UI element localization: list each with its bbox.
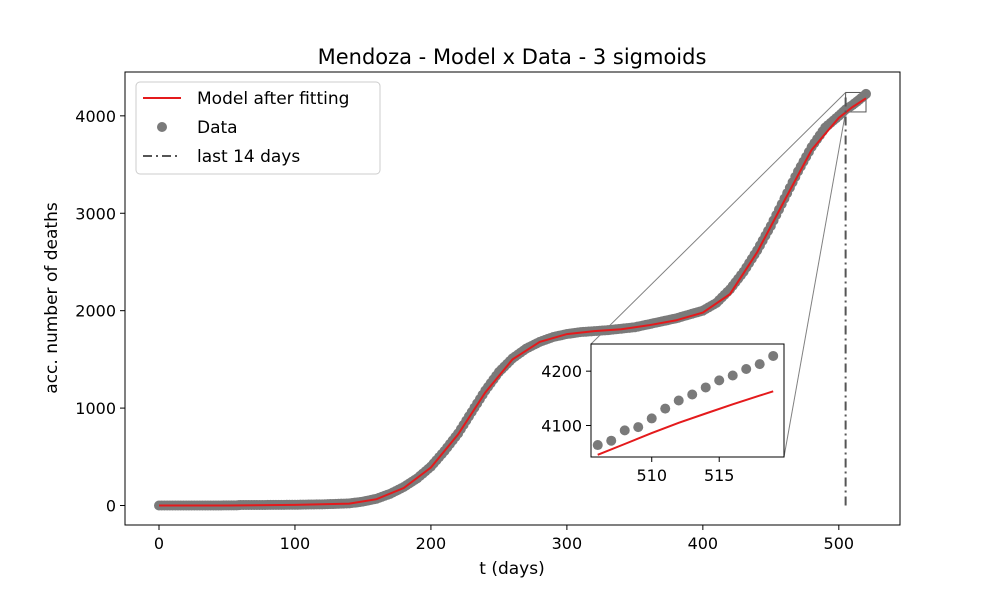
x-axis-label: t (days) <box>479 559 544 579</box>
inset-data-point <box>714 375 725 386</box>
inset-data-point <box>741 363 752 374</box>
inset-x-tick-label: 510 <box>636 466 667 485</box>
x-tick-label: 400 <box>688 534 719 553</box>
model-line <box>159 97 867 507</box>
legend: Model after fitting Data last 14 days <box>135 81 381 175</box>
inset-data-point <box>727 370 738 381</box>
main-plot: 0 100 200 300 400 500 0 1000 2000 3000 4000 <box>75 71 901 553</box>
y-tick-label: 0 <box>106 497 116 516</box>
legend-box <box>135 81 381 175</box>
inset-data-point <box>660 403 671 414</box>
y-tick-label: 1000 <box>75 399 116 418</box>
main-x-ticks: 0 100 200 300 400 500 <box>154 525 854 553</box>
inset-frame <box>590 343 785 458</box>
y-tick-label: 2000 <box>75 302 116 321</box>
x-tick-label: 500 <box>824 534 855 553</box>
inset-data-point <box>687 389 698 400</box>
inset-y-tick-label: 4200 <box>541 362 582 381</box>
inset-y-tick-label: 4100 <box>541 416 582 435</box>
inset-model-line <box>597 390 774 456</box>
inset-data-point <box>673 395 684 406</box>
legend-vline-label: last 14 days <box>197 147 300 167</box>
inset-data-point <box>633 422 644 433</box>
main-plot-frame <box>124 71 901 526</box>
zoom-connector <box>590 92 846 345</box>
legend-data-swatch <box>157 122 167 132</box>
y-tick-label: 4000 <box>75 107 116 126</box>
data-point <box>861 88 872 99</box>
inset-data-point <box>646 413 657 424</box>
inset-data-series <box>592 350 779 451</box>
zoom-connector <box>783 111 847 458</box>
inset-x-tick-label: 515 <box>704 466 735 485</box>
inset-data-point <box>619 425 630 436</box>
legend-data-label: Data <box>197 118 238 138</box>
inset-data-point <box>700 382 711 393</box>
inset-y-ticks: 4100 4200 <box>541 362 591 435</box>
inset-zoom: 510 515 4100 4200 <box>541 343 785 485</box>
inset-x-ticks: 510 515 <box>636 457 734 485</box>
x-tick-label: 300 <box>552 534 583 553</box>
x-tick-label: 200 <box>416 534 447 553</box>
legend-model-label: Model after fitting <box>197 89 349 109</box>
x-tick-label: 100 <box>280 534 311 553</box>
inset-data-point <box>768 350 779 361</box>
y-axis-label: acc. number of deaths <box>42 202 62 394</box>
model-series <box>159 97 867 507</box>
x-tick-label: 0 <box>154 534 164 553</box>
main-y-ticks: 0 1000 2000 3000 4000 <box>75 107 125 516</box>
inset-model-series <box>597 390 774 456</box>
inset-data-point <box>606 435 617 446</box>
chart-title: Mendoza - Model x Data - 3 sigmoids <box>318 45 707 69</box>
inset-data-point <box>754 359 765 370</box>
inset-data-point <box>592 440 603 451</box>
y-tick-label: 3000 <box>75 204 116 223</box>
